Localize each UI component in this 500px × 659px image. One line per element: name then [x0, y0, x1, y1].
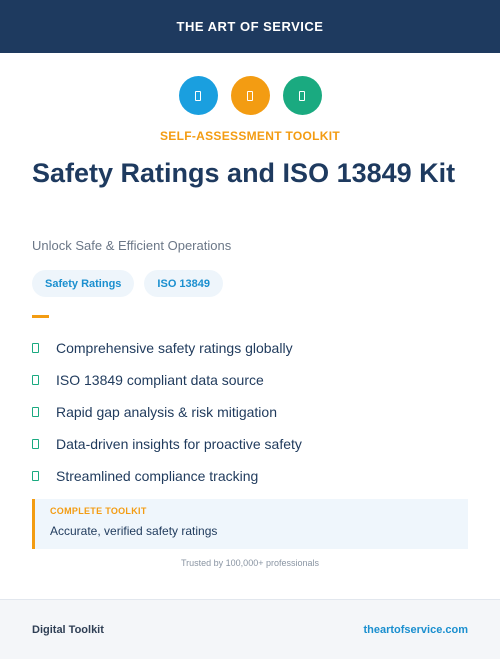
feature-item: ISO 13849 compliant data source — [32, 364, 302, 396]
callout-label: COMPLETE TOOLKIT — [50, 506, 147, 516]
check-icon — [32, 343, 39, 353]
feature-text: Comprehensive safety ratings globally — [56, 340, 293, 356]
feature-text: Streamlined compliance tracking — [56, 468, 259, 484]
tag-iso-13849: ISO 13849 — [144, 270, 224, 297]
check-icon — [282, 76, 322, 115]
feature-list: Comprehensive safety ratings globally IS… — [32, 332, 302, 492]
check-icon — [32, 375, 39, 385]
callout-text: Accurate, verified safety ratings — [50, 524, 218, 538]
feature-item: Comprehensive safety ratings globally — [32, 332, 302, 364]
check-glyph — [299, 90, 305, 101]
check-icon — [32, 407, 39, 417]
check-icon — [32, 439, 39, 449]
feature-text: Rapid gap analysis & risk mitigation — [56, 404, 277, 420]
website-link[interactable]: theartofservice.com — [363, 623, 468, 636]
icon-row — [0, 76, 500, 115]
star-glyph — [247, 90, 253, 101]
info-glyph — [195, 90, 201, 101]
brand-title: THE ART OF SERVICE — [176, 19, 324, 34]
page-title: Safety Ratings and ISO 13849 Kit — [32, 158, 456, 188]
page-subtitle: Unlock Safe & Efficient Operations — [32, 238, 232, 253]
feature-item: Rapid gap analysis & risk mitigation — [32, 396, 302, 428]
footer-bar: Digital Toolkit theartofservice.com — [0, 599, 500, 659]
trust-statement: Trusted by 100,000+ professionals — [180, 558, 319, 568]
star-icon — [230, 76, 270, 115]
accent-divider — [32, 315, 49, 318]
footer-label: Digital Toolkit — [32, 623, 104, 636]
toolkit-callout: COMPLETE TOOLKIT Accurate, verified safe… — [32, 499, 468, 549]
eyebrow-label: SELF-ASSESSMENT TOOLKIT — [159, 129, 341, 143]
tag-safety-ratings: Safety Ratings — [32, 270, 135, 297]
check-icon — [32, 471, 39, 481]
feature-text: Data-driven insights for proactive safet… — [56, 436, 302, 452]
header-bar: THE ART OF SERVICE — [0, 0, 500, 53]
feature-item: Streamlined compliance tracking — [32, 460, 302, 492]
feature-item: Data-driven insights for proactive safet… — [32, 428, 302, 460]
tag-list: Safety Ratings ISO 13849 — [32, 270, 224, 297]
info-icon — [178, 76, 218, 115]
feature-text: ISO 13849 compliant data source — [56, 372, 264, 388]
